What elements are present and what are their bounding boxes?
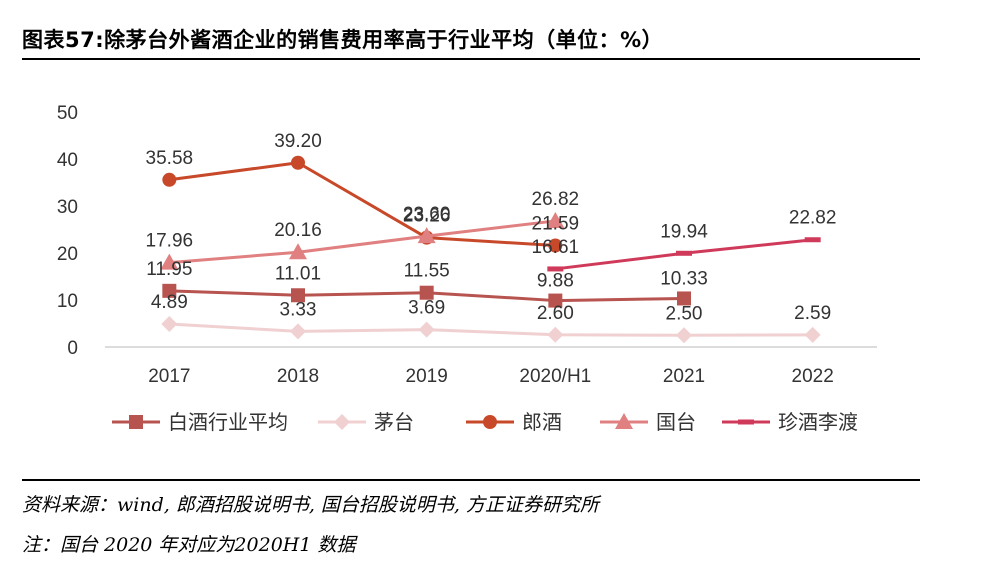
- data-point-series-2: [291, 155, 305, 170]
- legend-marker: [129, 415, 143, 429]
- data-label: 23.26: [403, 206, 451, 227]
- series-line-3: [169, 219, 556, 265]
- title-rule: [22, 58, 920, 60]
- data-label: 3.33: [280, 299, 317, 320]
- data-label: 23.60: [403, 204, 451, 225]
- legend-marker: [483, 415, 497, 429]
- y-tick-label: 0: [67, 338, 78, 359]
- data-point-series-1: [161, 316, 178, 333]
- footnote: 注：国台 2020 年对应为2020H1 数据: [22, 534, 356, 556]
- legend-entry: 白酒行业平均: [168, 410, 288, 434]
- data-label: 4.89: [151, 292, 188, 313]
- legend-marker: [615, 413, 633, 429]
- x-tick-label: 2022: [792, 366, 834, 387]
- data-label: 20.16: [274, 220, 322, 241]
- x-tick-label: 2019: [406, 366, 448, 387]
- chart-title: 图表57:除茅台外酱酒企业的销售费用率高于行业平均（单位：%）: [22, 28, 664, 52]
- legend-entry: 珍酒李渡: [778, 410, 858, 434]
- data-label: 16.61: [532, 237, 580, 258]
- series-line-2: [169, 161, 556, 248]
- data-label: 35.58: [146, 148, 194, 169]
- bottom-rule: [22, 479, 920, 481]
- data-label: 39.20: [274, 131, 322, 152]
- data-point-series-0: [162, 283, 177, 298]
- data-point-series-0: [677, 291, 691, 306]
- y-tick-label: 30: [57, 197, 78, 218]
- data-point-series-0: [419, 285, 434, 300]
- legend-marker: [334, 414, 350, 430]
- data-label: 3.69: [408, 298, 445, 319]
- y-tick-label: 50: [57, 103, 78, 124]
- data-label: 17.96: [146, 231, 194, 252]
- data-point-series-4: [547, 266, 564, 272]
- legend-entry: 郎酒: [522, 410, 562, 434]
- legend-marker: [738, 419, 754, 425]
- data-point-series-3: [417, 227, 436, 244]
- data-point-series-1: [418, 321, 435, 338]
- data-point-series-1: [290, 323, 306, 340]
- data-point-series-2: [548, 238, 563, 253]
- x-tick-label: 2018: [277, 366, 319, 387]
- x-tick-label: 2020/H1: [519, 366, 591, 387]
- data-label: 2.59: [794, 303, 831, 324]
- legend-entry: 茅台: [374, 410, 414, 434]
- data-label: 19.94: [660, 221, 708, 242]
- data-label: 11.01: [275, 263, 321, 284]
- data-point-series-3: [289, 243, 307, 260]
- data-point-series-4: [804, 237, 821, 243]
- data-label: 26.82: [532, 189, 580, 210]
- data-label: 22.82: [789, 208, 837, 229]
- data-label: 21.59: [532, 214, 580, 235]
- x-tick-label: 2017: [148, 366, 190, 387]
- legend-entry: 国台: [656, 410, 696, 434]
- x-tick-label: 2021: [663, 366, 705, 387]
- data-point-series-2: [162, 172, 177, 187]
- y-tick-label: 10: [57, 291, 78, 312]
- y-tick-label: 40: [57, 150, 78, 171]
- y-tick-label: 20: [57, 244, 78, 265]
- series-line-1: [169, 322, 813, 337]
- data-label: 2.60: [537, 303, 574, 324]
- data-label: 10.33: [660, 268, 708, 289]
- data-point-series-1: [804, 326, 821, 343]
- data-label: 11.55: [404, 261, 450, 282]
- data-label: 9.88: [537, 271, 574, 292]
- data-point-series-3: [546, 211, 565, 228]
- data-point-series-3: [160, 253, 179, 270]
- data-point-series-4: [676, 250, 692, 256]
- data-point-series-0: [291, 288, 305, 303]
- source-note: 资料来源：wind, 郎酒招股说明书, 国台招股说明书, 方正证券研究所: [22, 494, 599, 516]
- data-point-series-1: [547, 326, 564, 343]
- data-point-series-0: [548, 293, 563, 308]
- line-chart: 0 10 20 30 40 50 2017 2018 2019 2020/H1 2021 2022 11…: [57, 103, 877, 434]
- data-point-series-1: [676, 327, 692, 344]
- data-label: 2.50: [666, 303, 703, 324]
- data-label: 11.95: [146, 259, 192, 280]
